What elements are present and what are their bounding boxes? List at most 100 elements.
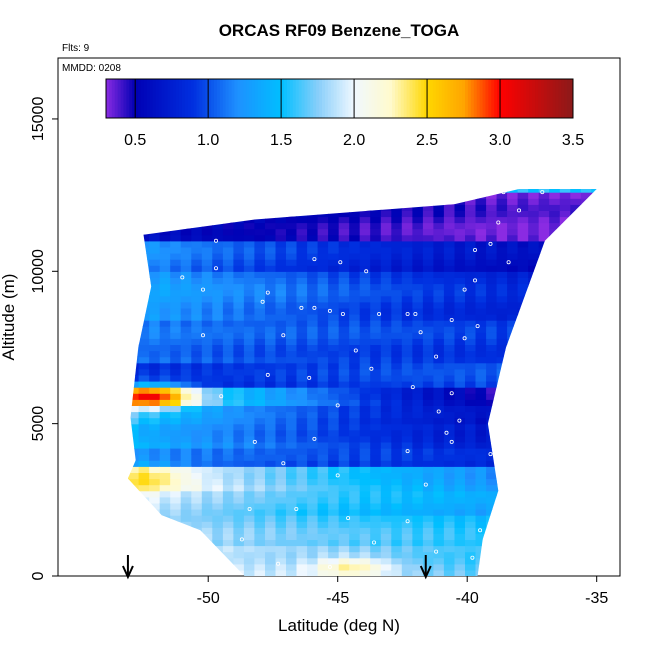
heatmap-cell	[328, 502, 340, 510]
heatmap-cell	[401, 478, 413, 486]
heatmap-cell	[507, 332, 519, 339]
heatmap-cell	[243, 490, 255, 498]
heatmap-cell	[528, 265, 540, 272]
heatmap-cell	[170, 466, 182, 473]
heatmap-cell	[570, 332, 582, 339]
heatmap-cell	[475, 246, 487, 254]
heatmap-cell	[549, 405, 561, 413]
heatmap-cell	[127, 423, 129, 431]
heatmap-cell	[275, 533, 287, 540]
heatmap-cell	[243, 472, 255, 480]
heatmap-cell	[475, 490, 487, 498]
heatmap-cell	[475, 387, 487, 394]
heatmap-cell	[328, 265, 340, 272]
heatmap-cell	[570, 502, 582, 510]
heatmap-cell	[191, 496, 203, 504]
heatmap-cell	[486, 472, 498, 480]
heatmap-cell	[370, 344, 382, 352]
heatmap-cell	[380, 381, 392, 388]
heatmap-cell	[391, 320, 403, 327]
heatmap-cell	[265, 332, 277, 339]
heatmap-cell	[243, 502, 255, 510]
heatmap-cell	[349, 545, 361, 553]
colorbar-segment	[485, 79, 489, 118]
heatmap-cell	[159, 277, 171, 285]
heatmap-cell	[201, 539, 213, 547]
heatmap-cell	[496, 265, 508, 272]
sample-point	[327, 308, 332, 313]
heatmap-cell	[570, 435, 582, 443]
heatmap-cell	[243, 289, 255, 297]
colorbar-segment	[339, 79, 343, 118]
heatmap-cell	[370, 216, 382, 224]
heatmap-cell	[254, 259, 266, 266]
heatmap-cell	[138, 563, 150, 571]
heatmap-cell	[496, 234, 508, 242]
heatmap-cell	[465, 527, 477, 534]
heatmap-cell	[433, 204, 445, 211]
heatmap-cell	[170, 387, 182, 394]
heatmap-cell	[254, 295, 266, 303]
heatmap-cell	[422, 521, 434, 528]
heatmap-cell	[538, 448, 550, 455]
heatmap-cell	[275, 381, 287, 388]
heatmap-cell	[191, 283, 203, 291]
heatmap-cell	[559, 533, 571, 540]
heatmap-cell	[338, 399, 350, 406]
heatmap-cell	[349, 222, 361, 230]
heatmap-cell	[486, 320, 498, 327]
heatmap-cell	[254, 435, 266, 443]
heatmap-cell	[559, 411, 571, 419]
heatmap-cell	[433, 515, 445, 522]
heatmap-cell	[559, 509, 571, 516]
heatmap-cell	[422, 301, 434, 309]
colorbar-segment	[228, 79, 233, 118]
heatmap-cell	[549, 502, 561, 510]
heatmap-cell	[296, 344, 308, 352]
heatmap-cell	[159, 393, 171, 400]
heatmap-cell	[275, 539, 287, 547]
heatmap-cell	[475, 295, 487, 303]
colorbar-segment	[205, 79, 209, 118]
heatmap-cell	[380, 295, 392, 303]
heatmap-cell	[570, 387, 582, 394]
heatmap-cell	[222, 189, 234, 193]
heatmap-cell	[412, 472, 424, 480]
heatmap-cell	[475, 381, 487, 388]
heatmap-cell	[307, 448, 319, 455]
heatmap-cell	[507, 216, 519, 224]
heatmap-cell	[454, 441, 466, 449]
heatmap-cell	[170, 222, 182, 230]
heatmap-cell	[391, 216, 403, 224]
heatmap-cell	[507, 362, 519, 370]
heatmap-cell	[170, 533, 182, 540]
heatmap-cell	[401, 417, 413, 425]
heatmap-cell	[149, 253, 161, 260]
heatmap-cell	[296, 509, 308, 516]
heatmap-cell	[338, 320, 350, 327]
heatmap-cell	[359, 381, 371, 388]
heatmap-cell	[370, 417, 382, 425]
heatmap-cell	[422, 350, 434, 358]
heatmap-cell	[149, 527, 161, 534]
sample-point	[462, 287, 467, 292]
heatmap-cell	[475, 399, 487, 406]
heatmap-cell	[370, 253, 382, 260]
heatmap-cell	[338, 289, 350, 297]
heatmap-cell	[128, 210, 140, 218]
heatmap-cell	[243, 295, 255, 303]
heatmap-cell	[275, 320, 287, 327]
heatmap-cell	[538, 466, 550, 473]
heatmap-cell	[486, 429, 498, 437]
heatmap-cell	[265, 350, 277, 358]
heatmap-cell	[138, 527, 150, 534]
heatmap-cell	[275, 332, 287, 339]
heatmap-cell	[443, 283, 455, 291]
heatmap-cell	[370, 222, 382, 230]
heatmap-cell	[243, 216, 255, 224]
heatmap-cell	[138, 307, 150, 315]
heatmap-cell	[591, 289, 597, 297]
heatmap-cell	[127, 189, 129, 193]
heatmap-cell	[243, 387, 255, 394]
heatmap-cell	[380, 240, 392, 248]
